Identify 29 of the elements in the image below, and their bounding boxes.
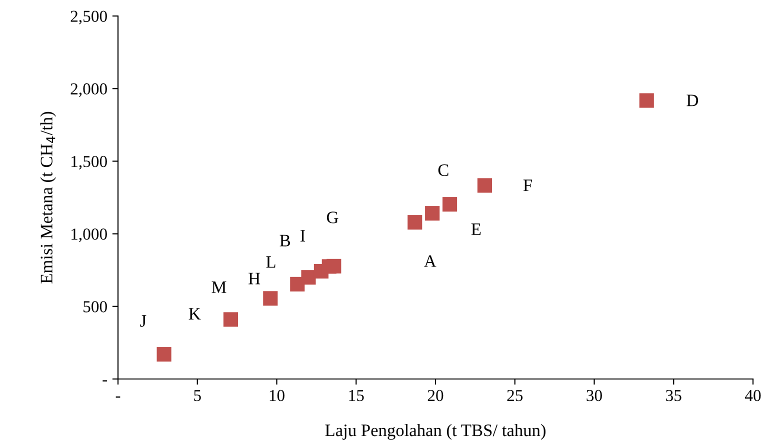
annotation: D <box>686 94 698 106</box>
annotation: J <box>140 315 146 327</box>
y-tick-label: - <box>102 380 107 382</box>
annotation: L <box>266 256 276 268</box>
annotation: M <box>212 282 226 293</box>
annotation: C <box>438 164 448 176</box>
y-tick-label: 1,000 <box>72 228 107 242</box>
y-tick-label: 2,000 <box>70 83 107 97</box>
x-tick-label: 15 <box>349 390 364 402</box>
x-tick-label: 35 <box>666 390 682 402</box>
annotation: K <box>188 308 201 320</box>
y-tick-label: 2,500 <box>70 10 107 24</box>
x-tick-label: 40 <box>744 390 761 402</box>
x-tick-label: 5 <box>194 390 201 402</box>
x-tick-label: 10 <box>270 390 284 402</box>
annotation: H <box>248 272 260 284</box>
x-tick-label: 25 <box>507 390 523 402</box>
annotation: B <box>280 234 290 246</box>
x-tick-label: 20 <box>428 390 444 402</box>
y-tick-label: 1,500 <box>72 156 107 170</box>
y-tick-label: 500 <box>84 301 107 312</box>
annotation: A <box>424 255 436 267</box>
annotation: G <box>326 212 338 224</box>
x-axis-title: Laju Pengolahan (t TBS/ tahun) <box>325 424 546 440</box>
annotation: F <box>523 180 532 192</box>
annotation: E <box>471 224 481 235</box>
x-tick-label: 30 <box>586 390 602 402</box>
annotation: I <box>300 230 306 242</box>
y-axis-title: Emisi Metana (t CH$_{4}$/th) <box>40 112 56 284</box>
